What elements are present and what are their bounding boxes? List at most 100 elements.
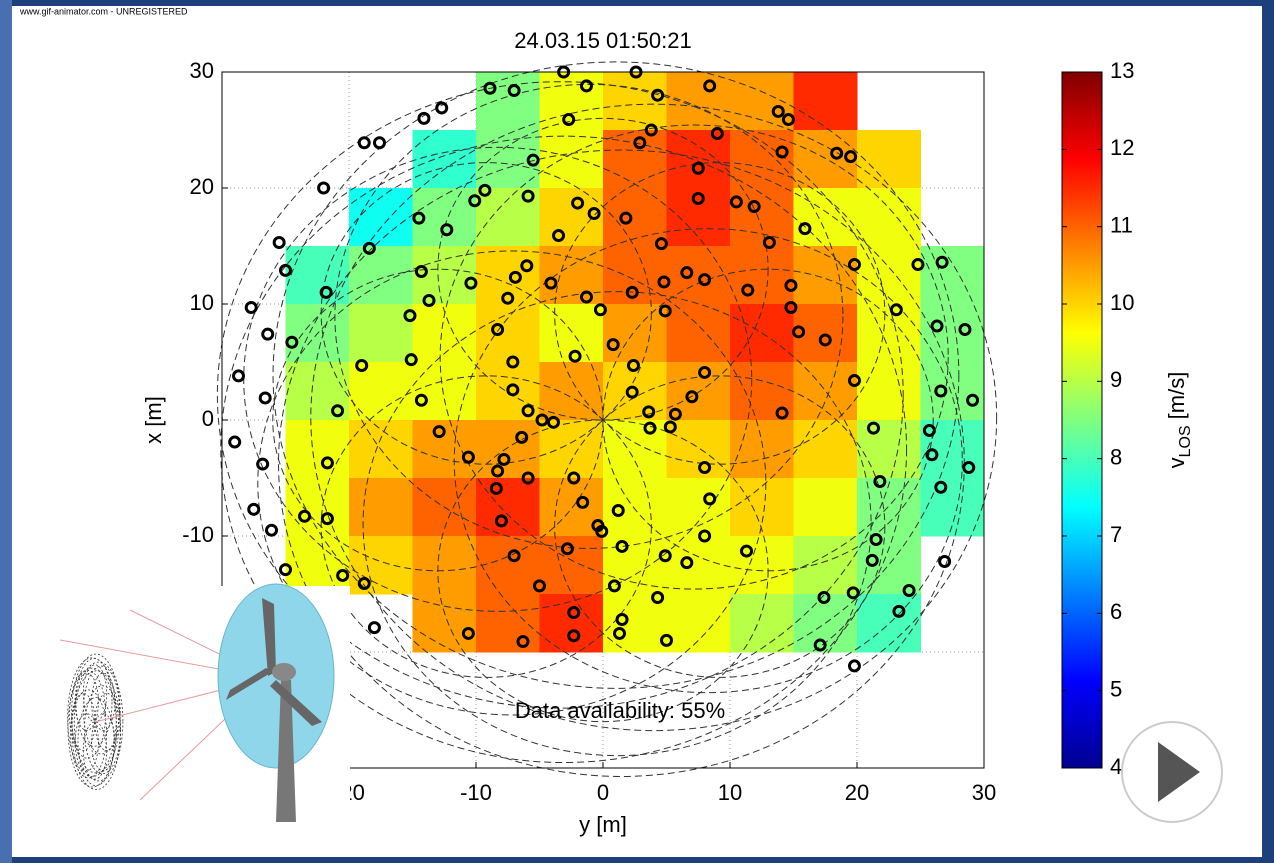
x-tick-label: 10	[718, 780, 742, 805]
measurement-point	[619, 211, 633, 225]
play-button[interactable]	[1121, 721, 1223, 823]
play-icon[interactable]	[1158, 742, 1200, 802]
measurement-point	[658, 304, 672, 318]
measurement-point	[403, 309, 417, 323]
measurement-point	[626, 358, 640, 372]
heatmap-cell	[349, 478, 413, 537]
heatmap-cell	[539, 594, 604, 653]
measurement-point	[934, 384, 948, 398]
heatmap-cell	[793, 536, 858, 595]
heatmap-cell	[412, 130, 477, 189]
heatmap-cell	[730, 246, 794, 305]
heatmap-cell	[285, 536, 350, 595]
measurement-point	[658, 549, 672, 563]
colorbar-tick-label: 8	[1110, 444, 1122, 469]
heatmap-cell	[412, 536, 477, 595]
measurement-point	[579, 79, 593, 93]
measurement-point	[792, 325, 806, 339]
annotation: Data availability: 55%	[515, 698, 725, 723]
measurement-point	[685, 390, 699, 404]
inset-blade	[270, 680, 322, 726]
measurement-point	[847, 258, 861, 272]
measurement-point	[698, 273, 712, 287]
measurement-point	[256, 457, 270, 471]
measurement-point	[567, 629, 581, 643]
measurement-point	[320, 456, 334, 470]
measurement-point	[867, 421, 881, 435]
measurement-point	[464, 276, 478, 290]
measurement-point	[357, 136, 371, 150]
colorbar-label-base: v	[1164, 457, 1189, 468]
measurement-point	[412, 211, 426, 225]
heatmap-cell	[412, 362, 477, 421]
measurement-point	[317, 181, 331, 195]
trajectory	[91, 672, 116, 731]
heatmap-cell	[603, 246, 667, 305]
measurement-point	[698, 365, 712, 379]
heatmap-cell	[666, 72, 731, 131]
heatmap-cell	[730, 420, 794, 479]
measurement-point	[232, 369, 246, 383]
measurement-point	[261, 327, 275, 341]
x-axis-label: y [m]	[579, 812, 627, 837]
measurement-point	[633, 136, 647, 150]
heatmap-cell	[857, 420, 921, 479]
trajectory	[310, 103, 998, 732]
measurement-point	[784, 300, 798, 314]
measurement-point	[643, 421, 657, 435]
measurement-point	[506, 355, 520, 369]
heatmap-cell	[476, 304, 540, 363]
heatmap-cell	[603, 420, 667, 479]
heatmap-cell	[285, 362, 350, 421]
x-tick-label: 30	[972, 780, 996, 805]
measurement-point	[483, 81, 497, 95]
measurement-point	[461, 626, 475, 640]
measurement-point	[535, 413, 549, 427]
heatmap-cell	[412, 188, 477, 247]
measurement-point	[247, 502, 261, 516]
measurement-point	[521, 404, 535, 418]
heatmap-cell	[349, 246, 413, 305]
measurement-point	[526, 153, 540, 167]
measurement-point	[625, 385, 639, 399]
trajectories	[216, 61, 998, 777]
measurement-point	[567, 471, 581, 485]
measurement-point	[546, 415, 560, 429]
measurement-point	[830, 146, 844, 160]
measurement-point	[691, 191, 705, 205]
trajectory	[67, 657, 117, 778]
measurement-point	[958, 323, 972, 337]
measurement-point	[562, 113, 576, 127]
trajectory	[320, 162, 652, 465]
measurement-point	[847, 374, 861, 388]
measurement-point	[606, 338, 620, 352]
measurement-point	[698, 461, 712, 475]
measurement-point	[818, 333, 832, 347]
heatmap-cell	[666, 188, 731, 247]
colorbar-tick-label: 5	[1110, 676, 1122, 701]
heatmap-cell	[920, 246, 985, 305]
measurement-point	[865, 553, 879, 567]
measurement-point	[817, 590, 831, 604]
measurement-point	[468, 194, 482, 208]
measurement-point	[478, 183, 492, 197]
measurement-point	[668, 407, 682, 421]
heatmap-cell	[349, 304, 413, 363]
measurement-point	[966, 393, 980, 407]
heatmap-cell	[603, 188, 667, 247]
measurement-point	[651, 88, 665, 102]
measurement-point	[657, 275, 671, 289]
measurement-point	[432, 425, 446, 439]
heatmap-cell	[857, 594, 921, 653]
heatmap-cell	[730, 130, 794, 189]
colorbar-tick-label: 7	[1110, 522, 1122, 547]
measurement-point	[625, 285, 639, 299]
heatmap-cell	[857, 130, 921, 189]
measurement-point	[911, 258, 925, 272]
measurement-point	[285, 335, 299, 349]
measurement-point	[357, 577, 371, 591]
heatmap-cell	[857, 188, 921, 247]
heatmap-cell	[666, 478, 731, 537]
